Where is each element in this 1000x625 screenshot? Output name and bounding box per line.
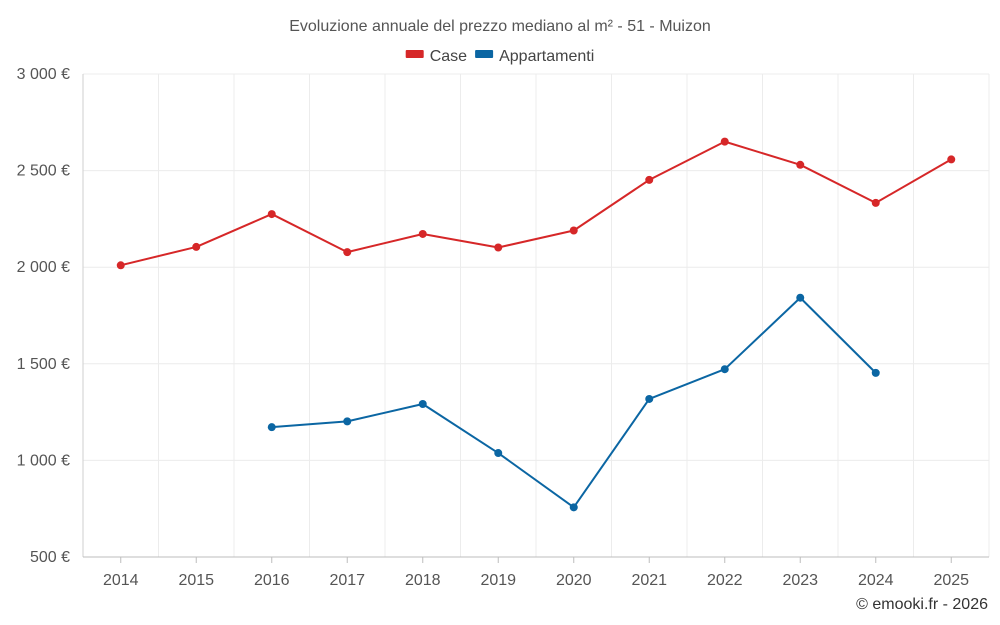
data-point-appartamenti[interactable] <box>494 449 503 458</box>
x-tick-label: 2023 <box>782 572 818 589</box>
data-point-case[interactable] <box>418 229 427 238</box>
x-tick-label: 2016 <box>254 572 290 589</box>
data-point-case[interactable] <box>645 175 654 184</box>
data-point-appartamenti[interactable] <box>720 365 729 374</box>
series-line-appartamenti <box>271 296 877 509</box>
y-tick-label: 2 000 € <box>17 259 70 276</box>
series-appartamenti <box>267 293 880 512</box>
legend-swatch <box>475 50 494 58</box>
series-line-case <box>120 140 952 267</box>
x-tick-label: 2020 <box>556 572 592 589</box>
chart-title: Evoluzione annuale del prezzo mediano al… <box>289 18 711 35</box>
data-point-appartamenti[interactable] <box>871 368 880 377</box>
legend-item-appartamenti[interactable]: Appartamenti <box>475 48 594 65</box>
data-point-appartamenti[interactable] <box>796 293 805 302</box>
data-point-appartamenti[interactable] <box>343 417 352 426</box>
legend-label: Appartamenti <box>499 48 594 65</box>
data-point-case[interactable] <box>947 155 956 164</box>
data-point-case[interactable] <box>267 210 276 219</box>
x-tick-label: 2017 <box>329 572 365 589</box>
x-tick-label: 2015 <box>178 572 214 589</box>
data-point-appartamenti[interactable] <box>267 423 276 432</box>
data-point-appartamenti[interactable] <box>569 503 578 512</box>
data-point-appartamenti[interactable] <box>418 399 427 408</box>
y-tick-label: 2 500 € <box>17 163 70 180</box>
data-point-case[interactable] <box>116 261 125 270</box>
data-point-case[interactable] <box>871 198 880 207</box>
x-tick-label: 2019 <box>480 572 516 589</box>
data-point-case[interactable] <box>343 248 352 257</box>
x-tick-label: 2018 <box>405 572 441 589</box>
legend-label: Case <box>430 48 467 65</box>
x-tick-label: 2021 <box>631 572 667 589</box>
y-tick-label: 3 000 € <box>17 66 70 83</box>
x-tick-label: 2024 <box>858 572 894 589</box>
axes: 500 € 1 000 € 1 500 € 2 000 € 2 500 € 3 000 €… <box>17 66 989 589</box>
data-point-case[interactable] <box>720 137 729 146</box>
x-tick-label: 2022 <box>707 572 743 589</box>
legend-swatch <box>405 50 424 58</box>
x-tick-label: 2025 <box>933 572 969 589</box>
legend-item-case[interactable]: Case <box>405 48 467 65</box>
data-point-appartamenti[interactable] <box>645 394 654 403</box>
data-point-case[interactable] <box>192 242 201 251</box>
gridlines <box>82 73 990 557</box>
data-point-case[interactable] <box>494 243 503 252</box>
legend[interactable]: Case Appartamenti <box>405 48 595 65</box>
y-tick-label: 1 000 € <box>17 452 70 469</box>
data-point-case[interactable] <box>569 226 578 235</box>
x-tick-label: 2014 <box>103 572 139 589</box>
y-tick-label: 500 € <box>30 549 70 566</box>
y-tick-label: 1 500 € <box>17 356 70 373</box>
series-case <box>116 137 956 270</box>
series-lines <box>116 137 956 512</box>
data-point-case[interactable] <box>796 160 805 169</box>
credit-text: © emooki.fr - 2026 <box>856 596 988 613</box>
